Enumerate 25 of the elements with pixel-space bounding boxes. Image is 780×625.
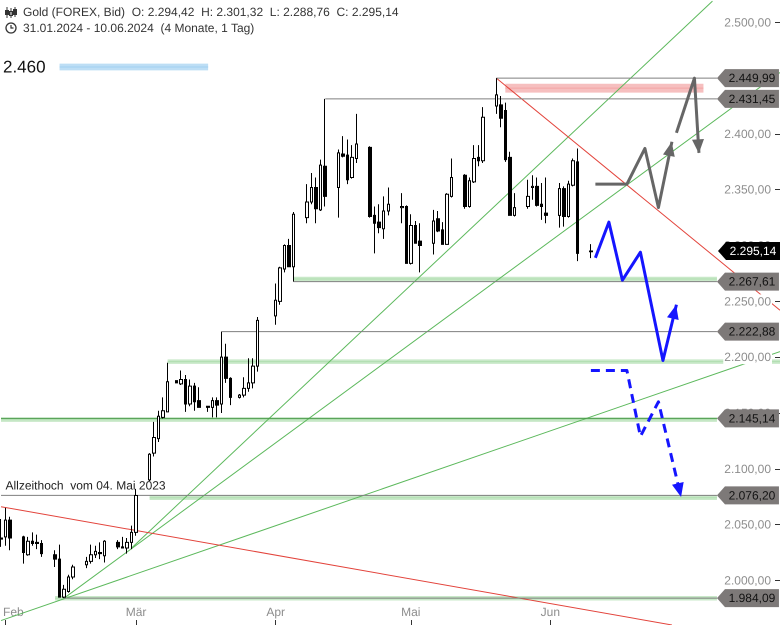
data-label: 2.076,20 [728, 488, 776, 502]
y-tick-label: 2.250,00 [724, 294, 772, 308]
data-label: 2.222,88 [728, 324, 776, 339]
x-tick-label: Mai [401, 605, 420, 619]
y-tick-label: 2.350,00 [724, 182, 772, 197]
x-tick-label: Mär [126, 605, 146, 619]
data-label: 2.460 [2, 57, 46, 76]
data-label: 2.145,14 [728, 411, 776, 426]
data-label: 2.267,61 [728, 274, 776, 289]
y-tick-label: 2.400,00 [724, 126, 772, 141]
y-tick-label: 2.100,00 [724, 462, 772, 476]
y-tick-label: 2.050,00 [724, 518, 772, 532]
annotation: 2.295,14 [730, 244, 777, 258]
data-label: 1.984,09 [728, 591, 776, 606]
y-tick-label: 2.000,00 [724, 573, 772, 588]
x-tick-label: Jun [540, 605, 560, 619]
x-tick-label: Feb [2, 605, 24, 619]
chart-title: Gold (FOREX, Bid) O: 2.294,42 H: 2.301,32 L: 2.288,76 C: 2.295,14 [23, 4, 399, 20]
data-label: 2.431,45 [728, 92, 776, 106]
y-tick-label: 2.200,00 [724, 350, 772, 364]
x-tick-label: Apr [266, 605, 286, 619]
annotation: Allzeithoch vom 04. Mai 2023 [6, 478, 166, 492]
data-label: 2.449,99 [728, 71, 776, 86]
text: 31.01.2024 - 10.06.2024 (4 Monate, 1 Tag) [23, 20, 254, 36]
y-tick-label: 2.500,00 [724, 15, 772, 30]
